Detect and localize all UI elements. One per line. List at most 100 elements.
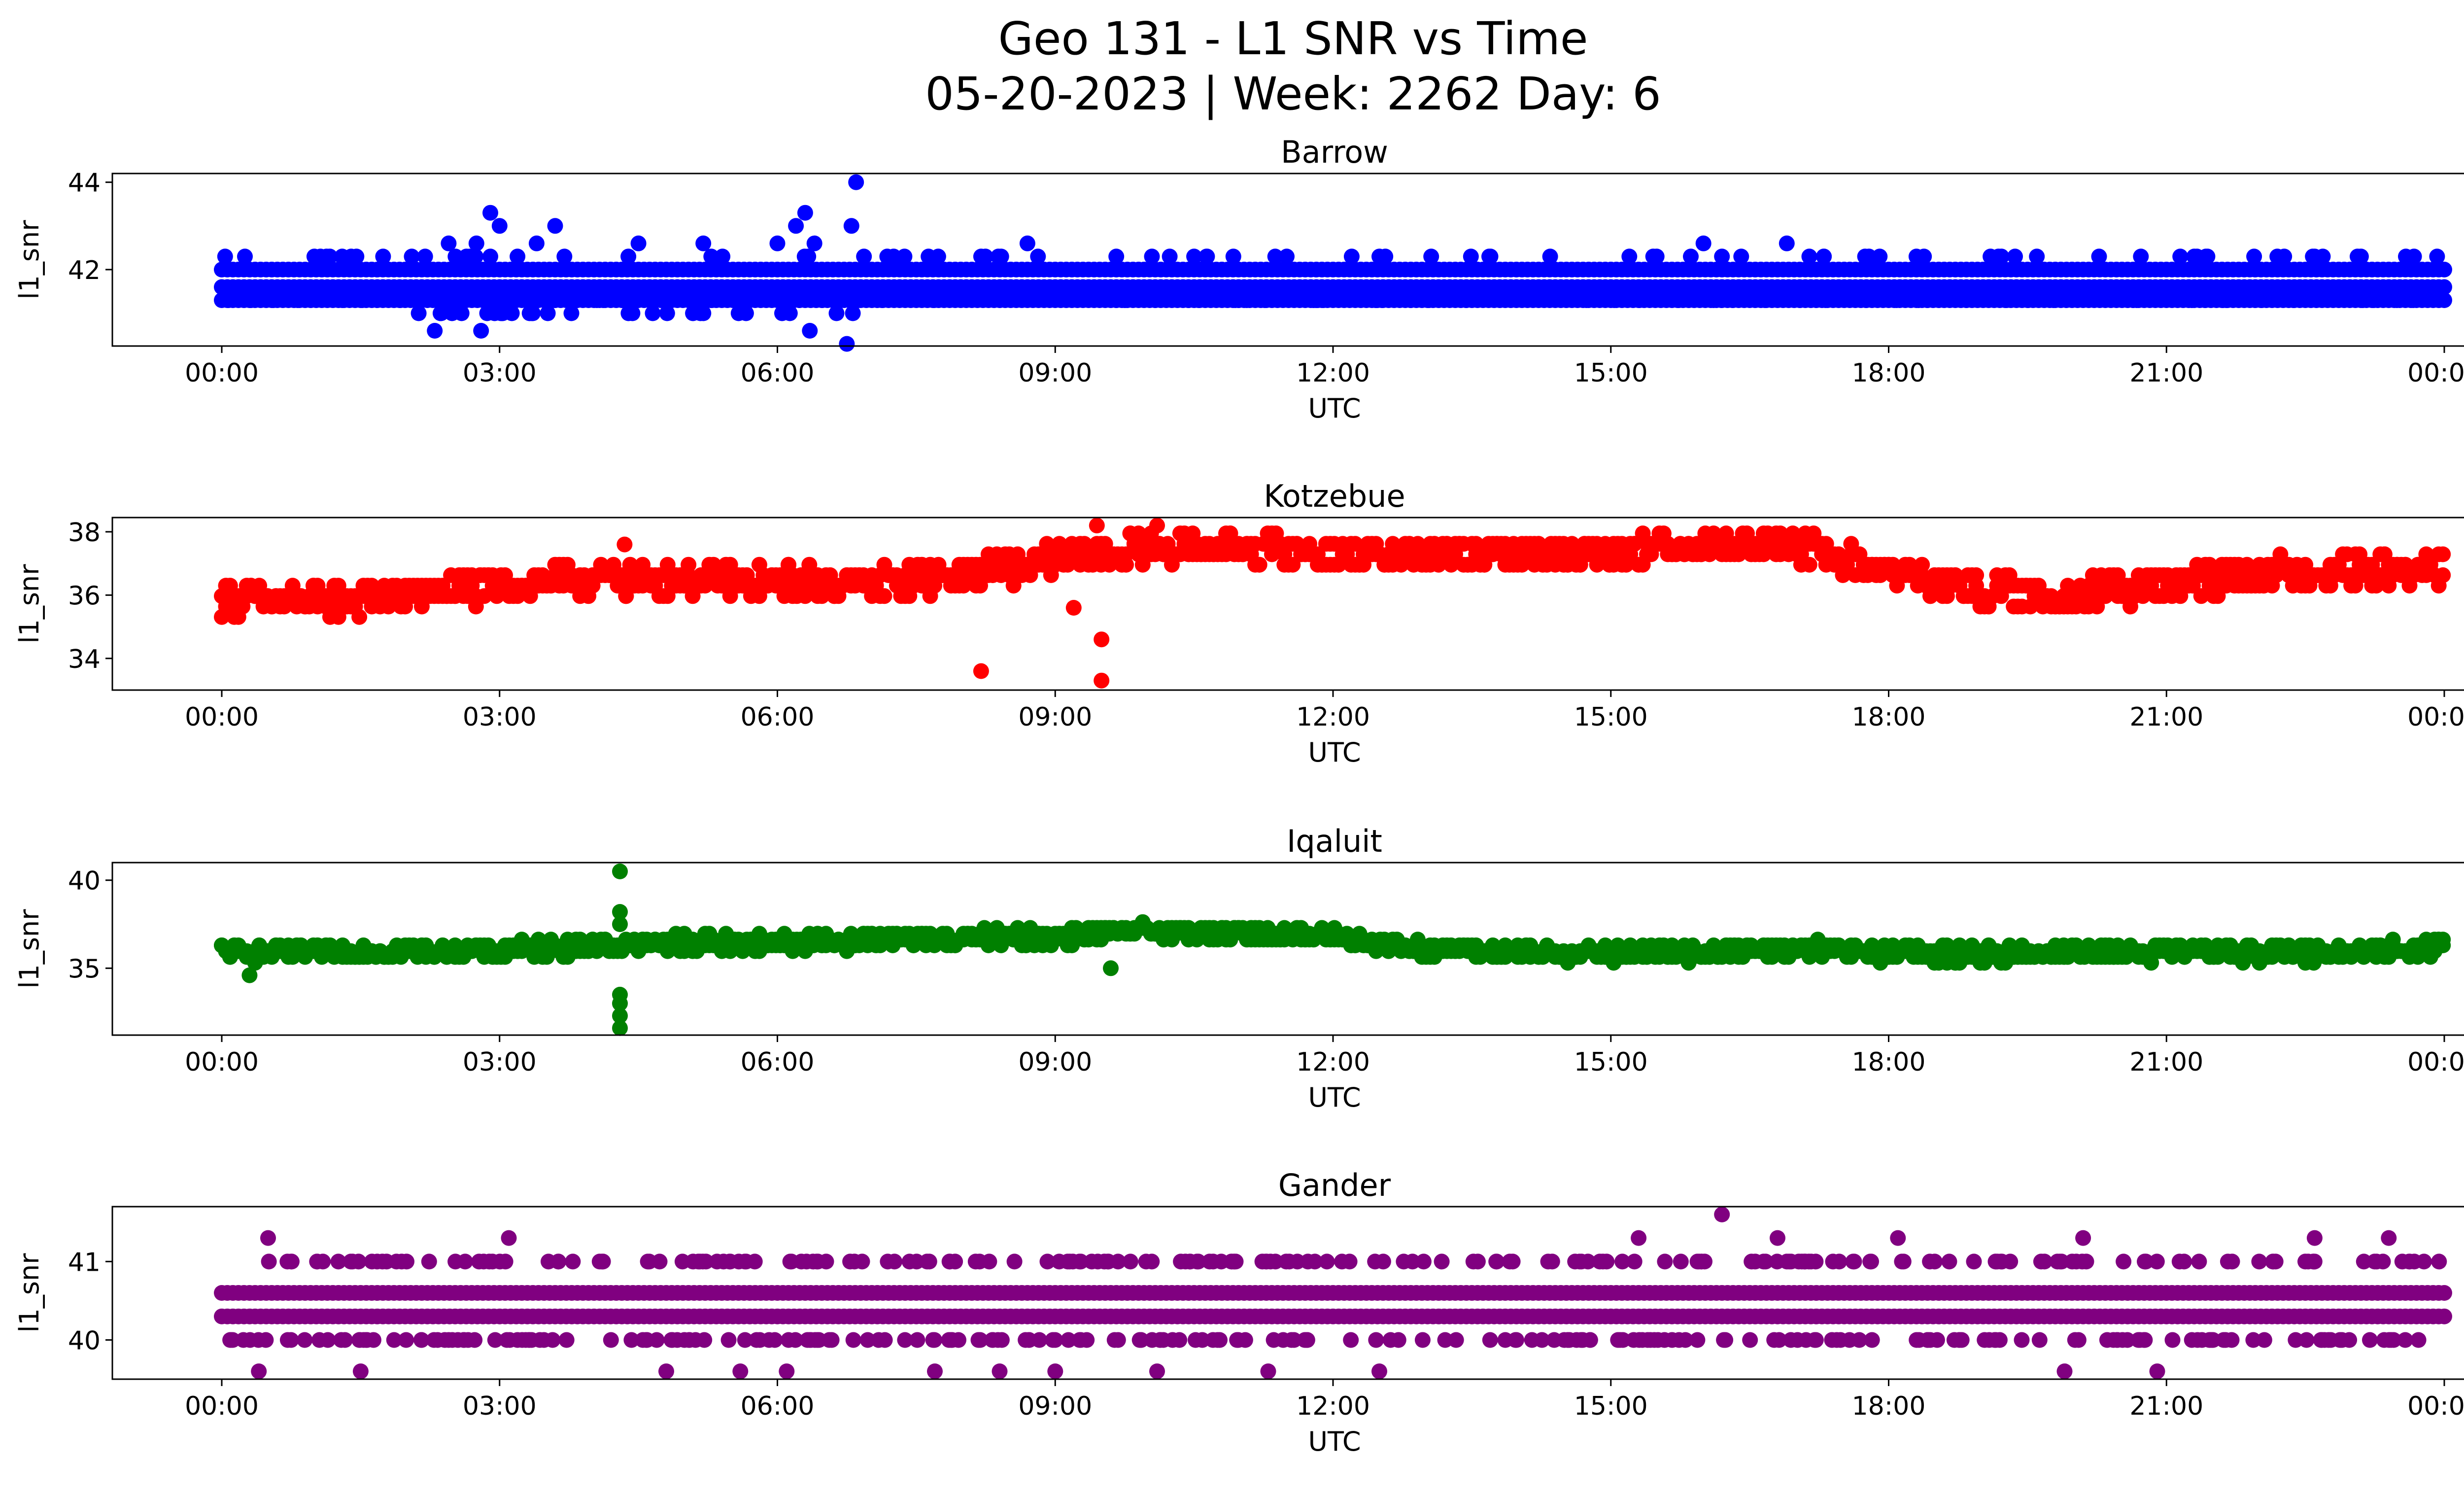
point xyxy=(2436,261,2452,278)
point xyxy=(698,1253,714,1270)
point xyxy=(1239,292,1255,308)
point xyxy=(616,536,633,553)
point xyxy=(2298,1332,2315,1348)
point xyxy=(283,1332,299,1348)
point xyxy=(1671,1332,1687,1348)
point xyxy=(802,323,818,339)
point xyxy=(1926,1253,1943,1270)
point xyxy=(1191,292,1207,308)
point xyxy=(1403,292,1419,308)
point xyxy=(800,248,817,265)
point xyxy=(703,248,719,265)
y-axis-label-barrow: l1_snr xyxy=(14,220,45,300)
point xyxy=(365,1332,381,1348)
y-tick-label: 41 xyxy=(68,1248,101,1277)
point xyxy=(1578,292,1595,308)
point xyxy=(1489,1253,1505,1270)
point xyxy=(1371,1363,1387,1380)
point xyxy=(432,305,448,321)
point xyxy=(1171,1332,1188,1348)
x-tick-label: 18:00 xyxy=(1852,1047,1926,1077)
point xyxy=(645,305,661,321)
point xyxy=(421,1253,437,1270)
point xyxy=(2254,292,2270,308)
point xyxy=(781,1332,797,1348)
point xyxy=(2383,1332,2399,1348)
point xyxy=(1390,1332,1406,1348)
point xyxy=(1162,248,1178,265)
x-axis-label-barrow: UTC xyxy=(1308,393,1361,424)
point xyxy=(482,205,498,221)
point xyxy=(2317,1332,2332,1348)
point xyxy=(1861,248,1877,265)
x-tick-label: 12:00 xyxy=(1296,1391,1370,1421)
point xyxy=(457,1253,473,1270)
point xyxy=(828,305,845,321)
point xyxy=(909,1332,925,1348)
point xyxy=(1845,1253,1861,1270)
point xyxy=(769,235,786,251)
point xyxy=(1766,1332,1782,1348)
point xyxy=(1149,518,1165,534)
point xyxy=(2406,248,2422,265)
x-tick-label: 00:00 xyxy=(185,702,259,732)
point xyxy=(992,1363,1008,1380)
point xyxy=(1989,1253,2005,1270)
point xyxy=(330,1253,346,1270)
point xyxy=(473,323,489,339)
point xyxy=(1888,292,1905,308)
point xyxy=(1094,672,1110,689)
point xyxy=(2149,1363,2165,1380)
point xyxy=(1610,1332,1626,1348)
point xyxy=(1683,248,1699,265)
point xyxy=(2164,1332,2181,1348)
point xyxy=(1626,1332,1642,1348)
point xyxy=(1375,1253,1391,1270)
point xyxy=(2045,292,2061,308)
point xyxy=(1225,248,1241,265)
point xyxy=(1182,1253,1198,1270)
point xyxy=(1540,1253,1556,1270)
point xyxy=(1155,1332,1171,1348)
point xyxy=(2220,1253,2236,1270)
x-tick-label: 09:00 xyxy=(1018,702,1092,732)
point xyxy=(2306,248,2323,265)
point xyxy=(261,1253,277,1270)
x-tick-label: 00:00 xyxy=(185,1047,259,1077)
point xyxy=(1448,1332,1464,1348)
point xyxy=(1458,292,1474,308)
x-tick-label: 03:00 xyxy=(463,358,537,388)
point xyxy=(1073,1253,1089,1270)
point xyxy=(1606,292,1622,308)
x-tick-label: 12:00 xyxy=(1296,702,1370,732)
point xyxy=(1951,1332,1967,1348)
point xyxy=(2133,248,2149,265)
point xyxy=(1396,1253,1412,1270)
point xyxy=(1742,1332,1758,1348)
point xyxy=(1371,248,1387,265)
x-tick-label: 00:00 xyxy=(2407,1391,2464,1421)
point xyxy=(1714,1206,1730,1222)
point xyxy=(1908,248,1924,265)
point xyxy=(1259,1253,1275,1270)
point xyxy=(874,292,890,308)
point xyxy=(1673,1253,1689,1270)
point xyxy=(2031,1332,2048,1348)
point xyxy=(1911,1332,1927,1348)
point xyxy=(528,235,545,251)
point xyxy=(1368,1332,1384,1348)
x-axis-label-iqaluit: UTC xyxy=(1308,1082,1361,1113)
point xyxy=(1693,1253,1710,1270)
x-tick-label: 00:00 xyxy=(185,358,259,388)
point xyxy=(251,1363,267,1380)
point xyxy=(2215,292,2231,308)
point xyxy=(967,1253,984,1270)
point xyxy=(1807,1332,1823,1348)
point xyxy=(695,305,712,321)
point xyxy=(909,1253,924,1270)
point xyxy=(351,609,368,625)
point xyxy=(1801,556,1817,573)
point xyxy=(1110,1253,1126,1270)
point xyxy=(1817,292,1834,308)
point xyxy=(1572,1253,1588,1270)
